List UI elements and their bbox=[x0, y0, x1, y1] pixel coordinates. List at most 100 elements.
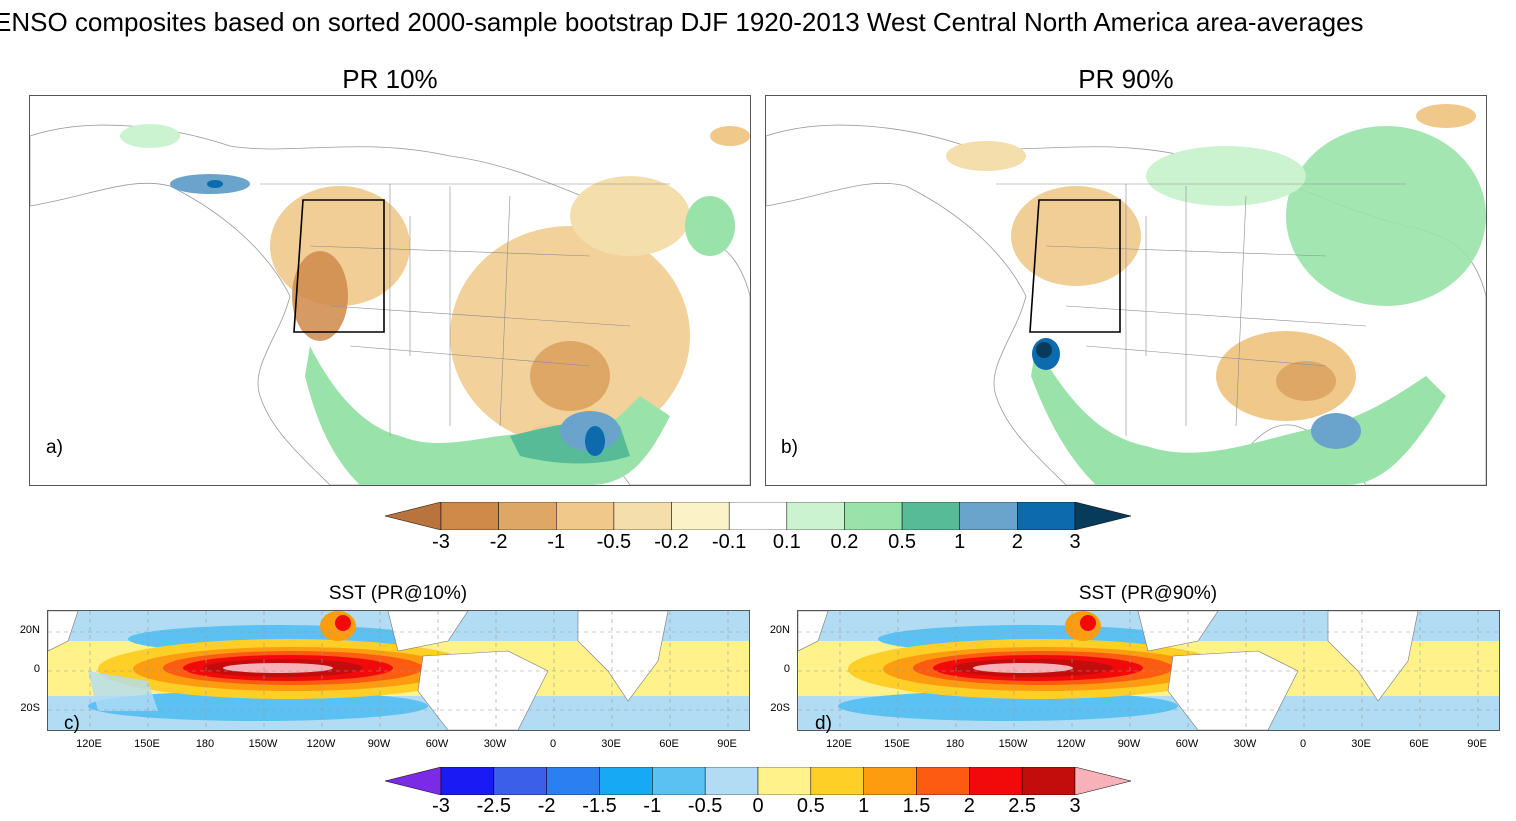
pr-colorbar-label-9: 1 bbox=[954, 531, 966, 553]
sst-colorbar-label-8: 1 bbox=[858, 795, 870, 817]
sst-d-xtick-2: 180 bbox=[945, 738, 965, 750]
pr-colorbar-label-0: -3 bbox=[432, 531, 450, 553]
sst-c-xtick-11: 90E bbox=[717, 738, 737, 750]
pr-colorbar-label-10: 2 bbox=[1011, 531, 1023, 553]
sst-d-ytick-1: 0 bbox=[783, 663, 790, 675]
pr-colorbar-swatch-3 bbox=[556, 501, 615, 531]
sst-c-xtick-2: 180 bbox=[195, 738, 215, 750]
panel-b-tag: b) bbox=[781, 437, 798, 458]
panel-a-tag: a) bbox=[46, 437, 63, 458]
panel-c-title: SST (PR@10%) bbox=[328, 583, 468, 604]
pr-colorbar-labels: -3 -2 -1 -0.5 -0.2 -0.1 0.1 0.2 0.5 1 2 3 bbox=[385, 531, 1131, 557]
sst-d-xtick-3: 150W bbox=[998, 738, 1028, 750]
sst-colorbar-label-2: -2 bbox=[537, 795, 556, 817]
sst-c-xtick-1: 150E bbox=[134, 738, 160, 750]
pr-colorbar-label-4: -0.2 bbox=[654, 531, 689, 553]
panel-d-title: SST (PR@90%) bbox=[1078, 583, 1218, 604]
pr-colorbar-swatch-10 bbox=[959, 501, 1018, 531]
sst-colorbar-swatch-10 bbox=[916, 766, 970, 796]
sst-c-xtick-5: 90W bbox=[367, 738, 391, 750]
sst-map-c-svg bbox=[48, 611, 749, 730]
sst-c-xtick-4: 120W bbox=[306, 738, 336, 750]
sst-d-xtick-11: 90E bbox=[1467, 738, 1487, 750]
pr-colorbar-swatch-9 bbox=[901, 501, 960, 531]
sst-colorbar-swatch-11 bbox=[969, 766, 1023, 796]
sst-d-ytick-2: 20S bbox=[770, 702, 790, 714]
sst-colorbar-label-6: 0 bbox=[752, 795, 764, 817]
sst-colorbar-swatch-3 bbox=[546, 766, 600, 796]
sst-colorbar-swatch-7 bbox=[757, 766, 812, 796]
sst-c-ytick-1: 0 bbox=[33, 663, 40, 675]
pr-colorbar-label-3: -0.5 bbox=[596, 531, 632, 553]
sst-colorbar-swatch-6 bbox=[704, 766, 759, 796]
sst-c-xtick-9: 30E bbox=[601, 738, 621, 750]
pr-colorbar-swatch-7 bbox=[786, 501, 845, 531]
sst-colorbar-swatch-9 bbox=[863, 766, 917, 796]
sst-map-panel-d bbox=[797, 610, 1500, 731]
sst-colorbar-swatch-12 bbox=[1021, 766, 1076, 796]
sst-colorbar-label-4: -1 bbox=[643, 795, 662, 817]
sst-c-xtick-8: 0 bbox=[549, 738, 557, 750]
sst-colorbar-label-0: -3 bbox=[432, 795, 450, 817]
panel-b-title: PR 90% bbox=[1078, 64, 1174, 94]
sst-colorbar-svg bbox=[384, 766, 1132, 796]
pr-colorbar bbox=[384, 501, 1132, 531]
pr-map-b-svg bbox=[766, 96, 1486, 485]
sst-d-xtick-4: 120W bbox=[1056, 738, 1086, 750]
sst-colorbar-swatch-8 bbox=[810, 766, 864, 796]
sst-d-xtick-1: 150E bbox=[884, 738, 910, 750]
pr-colorbar-label-2: -1 bbox=[547, 531, 566, 553]
sst-d-xtick-7: 30W bbox=[1233, 738, 1257, 750]
pr-colorbar-svg bbox=[384, 501, 1132, 531]
sst-colorbar-label-12: 3 bbox=[1069, 795, 1081, 817]
pr-colorbar-swatch-4 bbox=[613, 501, 672, 531]
sst-c-xtick-3: 150W bbox=[248, 738, 278, 750]
pr-colorbar-swatch-0 bbox=[384, 501, 442, 531]
sst-c-xtick-7: 30W bbox=[483, 738, 507, 750]
sst-d-xtick-5: 90W bbox=[1117, 738, 1141, 750]
pr-colorbar-swatch-12 bbox=[1074, 501, 1132, 531]
sst-d-xtick-6: 60W bbox=[1175, 738, 1199, 750]
sst-colorbar bbox=[384, 766, 1132, 796]
sst-map-d-svg bbox=[798, 611, 1499, 730]
sst-d-xtick-0: 120E bbox=[826, 738, 852, 750]
sst-colorbar-label-5: -0.5 bbox=[687, 795, 723, 817]
sst-d-y-axis: 20N 0 20S bbox=[760, 610, 794, 731]
pr-map-panel-a bbox=[29, 95, 751, 486]
pr-colorbar-label-8: 0.5 bbox=[888, 531, 916, 553]
pr-colorbar-swatch-6 bbox=[728, 501, 788, 531]
sst-d-xtick-8: 0 bbox=[1299, 738, 1307, 750]
pr-colorbar-label-5: -0.1 bbox=[711, 531, 747, 553]
sst-colorbar-swatch-5 bbox=[652, 766, 706, 796]
sst-colorbar-label-11: 2.5 bbox=[1008, 795, 1037, 817]
sst-colorbar-label-10: 2 bbox=[963, 795, 975, 817]
figure-title: ENSO composites based on sorted 2000-sam… bbox=[0, 7, 1364, 37]
sst-c-ytick-2: 20S bbox=[20, 702, 40, 714]
pr-map-panel-b bbox=[765, 95, 1487, 486]
pr-colorbar-swatch-1 bbox=[440, 501, 499, 531]
sst-c-ytick-0: 20N bbox=[19, 624, 40, 636]
pr-colorbar-swatch-11 bbox=[1017, 501, 1076, 531]
sst-c-x-axis: 120E 150E 180 150W 120W 90W 60W 30W 0 30E 60E 90E bbox=[47, 738, 750, 754]
sst-d-xtick-10: 60E bbox=[1409, 738, 1429, 750]
sst-c-xtick-10: 60E bbox=[659, 738, 679, 750]
pr-colorbar-label-1: -2 bbox=[489, 531, 508, 553]
sst-colorbar-swatch-2 bbox=[493, 766, 547, 796]
pr-colorbar-swatch-5 bbox=[671, 501, 730, 531]
sst-colorbar-label-1: -2.5 bbox=[476, 795, 512, 817]
sst-colorbar-label-3: -1.5 bbox=[582, 795, 617, 817]
sst-map-panel-c bbox=[47, 610, 750, 731]
pr-colorbar-label-6: 0.1 bbox=[772, 531, 801, 553]
sst-c-y-axis: 20N 0 20S bbox=[10, 610, 44, 731]
sst-c-xtick-6: 60W bbox=[425, 738, 449, 750]
sst-colorbar-swatch-1 bbox=[440, 766, 495, 796]
sst-c-xtick-0: 120E bbox=[76, 738, 102, 750]
sst-d-ytick-0: 20N bbox=[769, 624, 790, 636]
pr-map-a-svg bbox=[30, 96, 750, 485]
panel-d-tag: d) bbox=[815, 713, 832, 734]
sst-colorbar-label-7: 0.5 bbox=[796, 795, 825, 817]
sst-colorbar-labels: -3 -2.5 -2 -1.5 -1 -0.5 0 0.5 1 1.5 2 2.5 3 bbox=[385, 795, 1131, 821]
pr-colorbar-label-11: 3 bbox=[1069, 531, 1081, 553]
sst-d-xtick-9: 30E bbox=[1351, 738, 1371, 750]
panel-a-title: PR 10% bbox=[342, 64, 438, 94]
